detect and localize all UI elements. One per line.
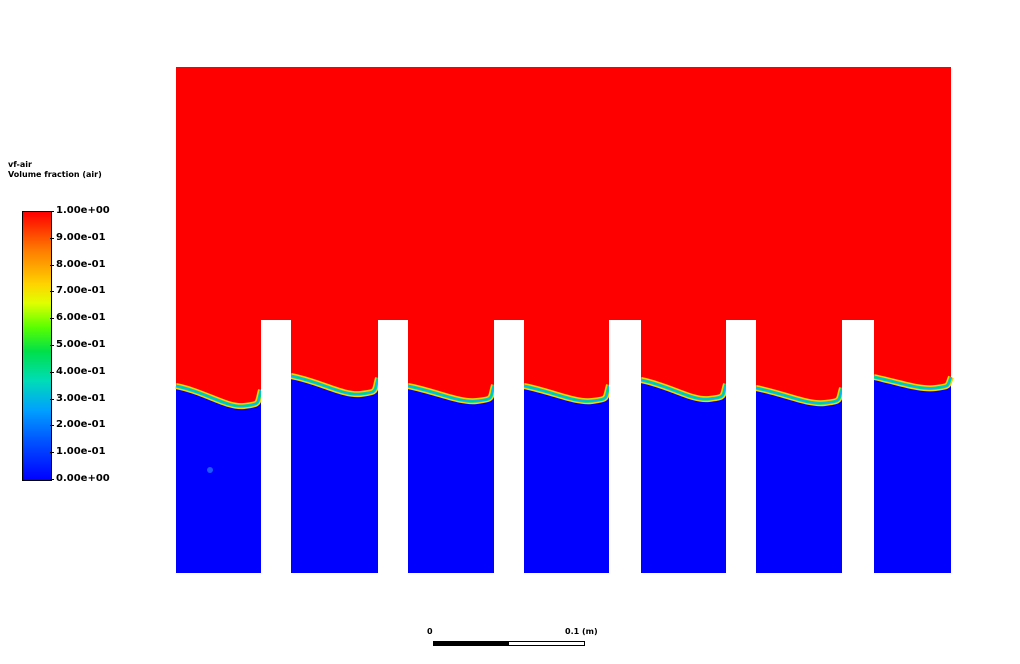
colorbar-tick-mark bbox=[50, 318, 54, 320]
obstacle-post bbox=[842, 320, 874, 573]
interface-band-cyan bbox=[175, 375, 952, 407]
colorbar-tick-mark bbox=[50, 345, 54, 346]
obstacles bbox=[261, 320, 874, 573]
scale-label-max: 0.1 (m) bbox=[565, 627, 598, 636]
colorbar-tick-label: 7.00e-01 bbox=[56, 285, 106, 297]
colorbar-tick-label: 0.00e+00 bbox=[56, 473, 110, 484]
colorbar bbox=[22, 211, 52, 481]
colorbar-tick-label: 6.00e-01 bbox=[56, 312, 106, 324]
colorbar-tick-label: 4.00e-01 bbox=[56, 365, 106, 377]
colorbar-tick-label: 3.00e-01 bbox=[56, 392, 106, 404]
colorbar-tick-label: 9.00e-01 bbox=[56, 231, 106, 243]
colorbar-tick-label: 1.00e-01 bbox=[56, 446, 106, 458]
colorbar-tick-label: 5.00e-01 bbox=[56, 339, 106, 350]
water-region bbox=[176, 376, 951, 573]
colorbar-tick-label: 2.00e-01 bbox=[56, 419, 106, 431]
obstacle-post bbox=[378, 320, 408, 573]
colorbar-tick-mark bbox=[50, 479, 54, 480]
colorbar-tick-mark bbox=[50, 291, 54, 293]
scale-label-zero: 0 bbox=[427, 627, 433, 636]
colorbar-tick-mark bbox=[50, 452, 54, 454]
colorbar-tick-label: 1.00e+00 bbox=[56, 205, 110, 216]
obstacle-post bbox=[726, 320, 756, 573]
colorbar-tick-mark bbox=[50, 264, 54, 266]
colorbar-tick-mark bbox=[50, 371, 54, 373]
colorbar-tick-mark bbox=[50, 398, 54, 400]
bubble-spot bbox=[207, 467, 213, 473]
obstacle-post bbox=[609, 320, 641, 573]
colorbar-tick-mark bbox=[50, 211, 54, 212]
scale-bar-filled bbox=[434, 642, 509, 645]
legend-variable-description: Volume fraction (air) bbox=[8, 170, 102, 179]
legend-variable-name: vf-air bbox=[8, 160, 32, 169]
legend-title: vf-air Volume fraction (air) bbox=[8, 160, 102, 180]
obstacle-post bbox=[494, 320, 524, 573]
colorbar-tick-label: 8.00e-01 bbox=[56, 258, 106, 270]
scale-bar bbox=[433, 641, 585, 646]
colorbar-tick-mark bbox=[50, 237, 54, 239]
obstacle-post bbox=[261, 320, 291, 573]
colorbar-tick-mark bbox=[50, 425, 54, 427]
